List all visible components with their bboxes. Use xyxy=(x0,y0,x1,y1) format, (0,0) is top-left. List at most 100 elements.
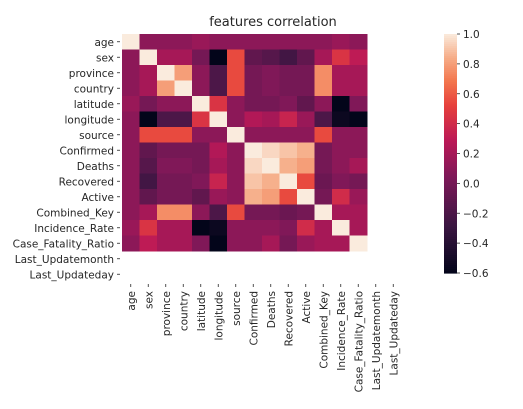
colorbar-segment xyxy=(444,251,457,254)
heatmap-cell xyxy=(314,49,333,66)
heatmap-cell xyxy=(192,189,210,205)
heatmap-cell xyxy=(157,235,175,252)
heatmap-cell xyxy=(262,127,280,143)
y-tick-label: Last_Updateday xyxy=(30,269,114,281)
heatmap-cell xyxy=(314,220,333,236)
heatmap-cell xyxy=(227,142,245,159)
colorbar-segment xyxy=(444,127,457,131)
heatmap-cell xyxy=(332,111,350,128)
x-tick-label: longitude xyxy=(213,291,225,340)
heatmap-cell xyxy=(157,142,175,159)
heatmap-cell xyxy=(314,111,333,128)
colorbar-segment xyxy=(444,41,457,45)
heatmap-cell xyxy=(122,49,140,66)
y-tick-label: Incidence_Rate xyxy=(34,223,114,235)
colorbar-segment xyxy=(444,209,457,212)
heatmap-cell xyxy=(122,235,140,252)
colorbar-segment xyxy=(444,117,457,121)
heatmap-cell xyxy=(157,173,175,190)
colorbar-segment xyxy=(444,39,457,43)
heatmap-cell xyxy=(297,158,315,174)
heatmap-cell xyxy=(122,142,140,159)
x-tick-label: Incidence_Rate xyxy=(336,291,348,371)
colorbar-tick-label: −0.4 xyxy=(463,238,489,250)
heatmap-cell xyxy=(314,65,333,81)
heatmap-cell xyxy=(209,127,228,143)
colorbar-segment xyxy=(444,93,457,97)
colorbar-segment xyxy=(444,151,457,155)
heatmap-cell xyxy=(349,204,368,221)
colorbar-tick-label: −0.6 xyxy=(463,268,489,280)
heatmap-cell xyxy=(174,158,193,174)
heatmap-cell xyxy=(262,220,280,236)
colorbar-segment xyxy=(444,61,457,65)
x-tick-label: Combined_Key xyxy=(318,291,330,369)
x-tick-label: province xyxy=(161,291,173,336)
heatmap-cell xyxy=(314,189,333,205)
heatmap-cell xyxy=(174,111,193,128)
heatmap-cell xyxy=(279,220,298,236)
x-tick-label: latitude xyxy=(196,291,208,331)
heatmap-cell xyxy=(244,220,263,236)
colorbar-segment xyxy=(444,115,457,119)
heatmap-cell xyxy=(192,96,210,112)
heatmap-cell xyxy=(244,158,263,174)
colorbar-segment xyxy=(444,95,457,99)
heatmap-cell xyxy=(332,158,350,174)
colorbar-segment xyxy=(444,259,457,262)
heatmap-cell xyxy=(192,111,210,128)
heatmap-cell xyxy=(209,49,228,66)
colorbar-segment xyxy=(444,77,457,81)
heatmap-cell xyxy=(227,96,245,112)
heatmap-cell xyxy=(122,127,140,143)
colorbar-segment xyxy=(444,181,457,184)
heatmap-cell xyxy=(122,34,140,50)
colorbar-segment xyxy=(444,87,457,91)
heatmap-cell xyxy=(244,189,263,205)
colorbar-segment xyxy=(444,165,457,169)
colorbar-segment xyxy=(444,91,457,95)
heatmap-cell xyxy=(244,235,263,252)
colorbar-segment xyxy=(444,233,457,236)
colorbar-segment xyxy=(444,34,457,37)
x-tick-label: sex xyxy=(143,291,155,309)
heatmap-cell xyxy=(314,235,333,252)
heatmap-cell xyxy=(157,96,175,112)
y-tick-label: Case_Fatality_Ratio xyxy=(13,238,114,250)
heatmap-cell xyxy=(244,65,263,81)
colorbar-segment xyxy=(444,255,457,258)
colorbar-segment xyxy=(444,141,457,145)
heatmap-cell xyxy=(297,220,315,236)
heatmap-cell xyxy=(157,111,175,128)
heatmap-cell xyxy=(297,173,315,190)
y-tick-label: Combined_Key xyxy=(36,207,114,219)
colorbar-segment xyxy=(444,257,457,260)
colorbar-tick-label: 0.8 xyxy=(463,59,480,71)
heatmap-cell xyxy=(227,189,245,205)
heatmap-cell xyxy=(209,65,228,81)
heatmap-cell xyxy=(332,220,350,236)
y-tick-label: Last_Updatemonth xyxy=(15,254,114,266)
colorbar-segment xyxy=(444,149,457,153)
heatmap-cell xyxy=(157,34,175,50)
heatmap-cell xyxy=(314,96,333,112)
heatmap-cell xyxy=(332,189,350,205)
heatmap-cell xyxy=(314,34,333,50)
colorbar-segment xyxy=(444,47,457,51)
colorbar-segment xyxy=(444,177,457,180)
colorbar-segment xyxy=(444,243,457,246)
heatmap-cell xyxy=(262,142,280,159)
heatmap-cell xyxy=(279,189,298,205)
heatmap-cell xyxy=(209,80,228,97)
colorbar-segment xyxy=(444,75,457,79)
y-tick-label: Recovered xyxy=(59,176,114,188)
heatmap-cell xyxy=(297,142,315,159)
heatmap-cell xyxy=(122,111,140,128)
colorbar-segment xyxy=(444,121,457,125)
colorbar-segment xyxy=(444,139,457,143)
heatmap-cell xyxy=(209,96,228,112)
heatmap-cell xyxy=(174,189,193,205)
heatmap-cell xyxy=(157,158,175,174)
colorbar-segment xyxy=(444,189,457,192)
